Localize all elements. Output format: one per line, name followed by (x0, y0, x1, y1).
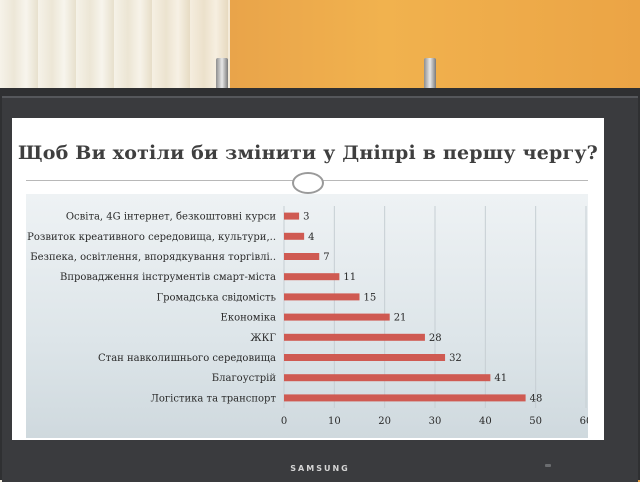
bar (284, 212, 300, 220)
category-label: Розвиток креативного середовища, культур… (27, 232, 276, 243)
bar (284, 273, 340, 281)
category-label: ЖКГ (250, 333, 276, 344)
tv-brand-logo: SAMSUNG (290, 464, 350, 473)
bar (284, 394, 526, 402)
x-tick-label: 10 (328, 416, 341, 427)
bar (284, 232, 305, 240)
data-label: 41 (494, 373, 507, 384)
category-label: Впровадження інструментів смарт-міста (60, 272, 276, 283)
data-label: 21 (394, 313, 407, 324)
category-label: Безпека, освітлення, впорядкування торгі… (30, 252, 276, 263)
category-label: Громадська свідомість (156, 292, 276, 303)
presentation-slide: Щоб Ви хотіли би змінити у Дніпрі в перш… (12, 118, 604, 440)
data-label: 11 (343, 272, 356, 283)
x-tick-label: 20 (378, 416, 391, 427)
category-label: Благоустрій (212, 373, 277, 384)
tv-power-led (545, 464, 551, 467)
chart-panel: Освіта, 4G інтернет, безкоштовні курси 3 Р… (26, 194, 588, 438)
bar-chart: Освіта, 4G інтернет, безкоштовні курси 3 Р… (27, 206, 588, 427)
category-label: Освіта, 4G інтернет, безкоштовні курси (66, 212, 277, 223)
category-label: Логістика та транспорт (151, 393, 277, 404)
chart-title: Щоб Ви хотіли би змінити у Дніпрі в перш… (17, 142, 599, 164)
window-curtain (0, 0, 230, 100)
x-tick-label: 30 (429, 416, 442, 427)
bar (284, 293, 360, 301)
data-label: 7 (323, 252, 329, 263)
bar (284, 313, 390, 321)
data-label: 3 (303, 212, 309, 223)
x-tick-label: 50 (529, 416, 542, 427)
bar (284, 354, 446, 361)
title-ornament (292, 172, 324, 194)
data-label: 4 (308, 232, 314, 243)
bar (284, 333, 425, 341)
data-label: 28 (429, 333, 442, 344)
x-tick-label: 0 (281, 416, 287, 427)
data-label: 48 (530, 393, 543, 404)
bar (284, 253, 320, 260)
category-label: Економіка (221, 313, 276, 324)
category-label: Стан навколишнього середовища (98, 353, 276, 364)
x-tick-label: 40 (479, 416, 492, 427)
data-label: 32 (449, 353, 462, 364)
x-tick-label: 60 (580, 416, 588, 427)
bar (284, 374, 491, 382)
data-label: 15 (364, 292, 377, 303)
